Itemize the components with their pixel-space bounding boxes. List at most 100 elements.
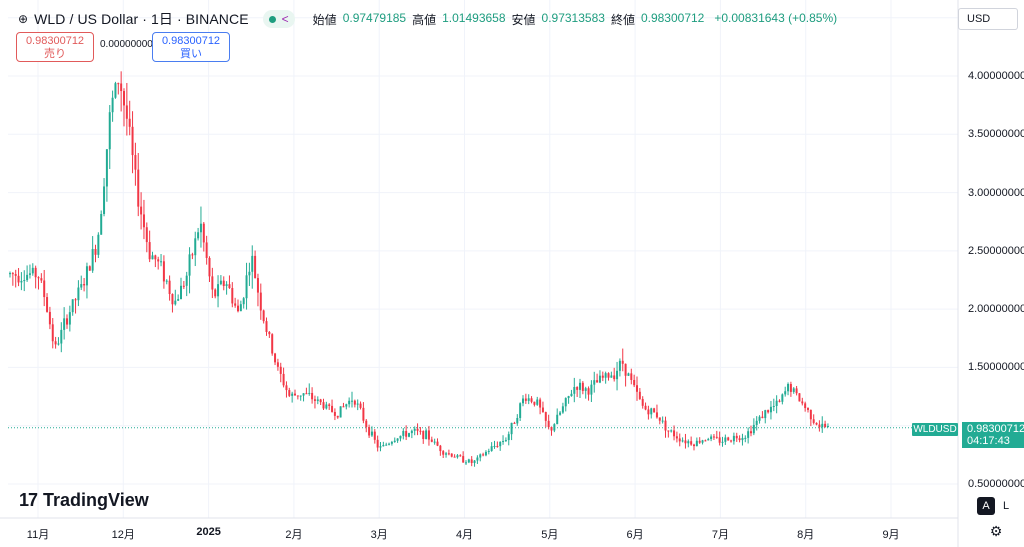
candle-body <box>94 248 97 255</box>
candle-body <box>539 399 542 408</box>
candle-body <box>744 437 747 439</box>
market-status[interactable]: < <box>262 10 295 28</box>
candle-body <box>809 409 812 420</box>
auto-scale-button[interactable]: A <box>977 497 995 515</box>
candle-body <box>470 459 473 463</box>
candle-body <box>365 420 368 428</box>
last-price-tag: 0.98300712 04:17:43 <box>962 422 1024 448</box>
price-tick-label: 1.50000000 <box>968 361 1024 374</box>
candle-body <box>804 403 807 409</box>
candle-body <box>11 273 14 275</box>
candle-body <box>40 278 43 281</box>
spread-value: 0.00000000 <box>100 39 153 50</box>
buy-button[interactable]: 0.98300712 買い <box>152 32 230 62</box>
candle-body <box>735 435 738 439</box>
candle-body <box>105 149 108 187</box>
candle-body <box>26 274 29 281</box>
candle-body <box>750 431 752 434</box>
candle-body <box>191 254 194 256</box>
candle-body <box>647 409 650 415</box>
candle-body <box>507 434 510 441</box>
candle-body <box>758 416 761 421</box>
candle-body <box>66 318 68 325</box>
candle-body <box>305 393 308 395</box>
candle-body <box>573 386 576 394</box>
open-value: 0.97479185 <box>342 10 407 25</box>
candle-body <box>222 280 225 287</box>
candle-body <box>396 438 399 441</box>
time-tick-label: 9月 <box>882 529 900 541</box>
candle-body <box>527 398 530 401</box>
candle-body <box>604 373 607 378</box>
candle-body <box>650 408 653 415</box>
candle-body <box>9 273 11 275</box>
candle-body <box>88 266 91 271</box>
close-label: 終値 <box>610 12 635 27</box>
candle-body <box>345 404 348 407</box>
candle-body <box>732 435 735 442</box>
candle-body <box>510 422 513 435</box>
settings-gear-icon[interactable]: ⚙ <box>989 523 1003 539</box>
candle-body <box>484 451 487 456</box>
candle-body <box>487 450 490 452</box>
currency-select[interactable]: USD <box>958 8 1018 30</box>
candle-body <box>202 223 205 243</box>
candle-body <box>188 254 191 276</box>
candle-body <box>502 441 505 443</box>
symbol-legend: ⊕ WLD / US Dollar · 1日 · BINANCE < 始値 0.9… <box>18 10 837 28</box>
high-label: 高値 <box>412 12 437 27</box>
candle-body <box>778 400 781 402</box>
candle-body <box>333 411 336 416</box>
candle-body <box>630 373 633 380</box>
candle-body <box>707 439 710 441</box>
candle-body <box>234 303 237 306</box>
candle-body <box>476 457 479 461</box>
candle-body <box>14 274 17 276</box>
candle-body <box>382 445 385 447</box>
candle-body <box>465 462 467 464</box>
candle-body <box>20 280 23 283</box>
candle-body <box>63 318 66 330</box>
candle-body <box>638 391 641 399</box>
candle-body <box>787 383 790 392</box>
candle-body <box>439 445 442 452</box>
candle-body <box>701 440 704 443</box>
price-tick-label: 0.50000000 <box>968 478 1024 490</box>
symbol-title[interactable]: WLD / US Dollar · 1日 · BINANCE <box>34 11 249 27</box>
sell-button[interactable]: 0.98300712 売り <box>16 32 94 62</box>
status-dot-icon <box>268 15 276 23</box>
buy-price: 0.98300712 <box>161 35 221 47</box>
candle-body <box>587 388 590 395</box>
candle-body <box>134 155 137 170</box>
candle-body <box>177 299 180 301</box>
log-scale-button[interactable]: L <box>1002 500 1010 512</box>
candle-body <box>789 383 792 392</box>
candle-body <box>698 440 701 443</box>
candle-body <box>710 436 713 440</box>
logo-text: TradingView <box>43 490 149 510</box>
candle-body <box>678 438 681 442</box>
time-tick-label: 4月 <box>455 529 474 541</box>
candle-body <box>165 280 168 282</box>
candle-body <box>590 384 593 395</box>
candle-body <box>399 435 402 439</box>
candle-body <box>427 430 430 440</box>
candle-body <box>772 405 775 407</box>
price-tick-label: 2.50000000 <box>968 244 1024 257</box>
candle-body <box>237 305 239 312</box>
candle-body <box>245 275 248 299</box>
candle-body <box>684 440 687 444</box>
candle-body <box>544 412 547 421</box>
candle-body <box>584 388 587 391</box>
candle-body <box>670 430 673 432</box>
candle-body <box>513 422 516 424</box>
candle-body <box>447 453 450 455</box>
time-tick-label: 2025 <box>196 526 221 538</box>
candle-body <box>522 398 524 404</box>
candle-body <box>194 238 197 256</box>
tradingview-logo[interactable]: 17 TradingView <box>19 490 149 511</box>
share-icon[interactable]: < <box>281 12 289 26</box>
candle-body <box>51 324 54 342</box>
